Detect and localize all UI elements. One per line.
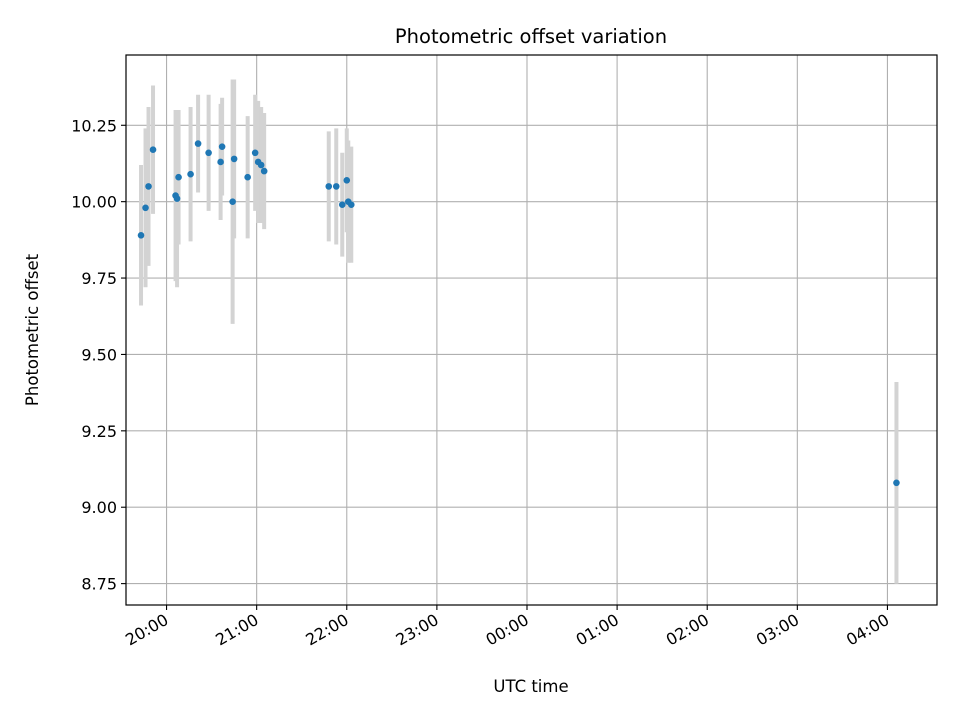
y-tick-label: 9.50 <box>81 345 117 364</box>
y-tick-label: 9.00 <box>81 498 117 517</box>
data-point <box>347 201 355 209</box>
y-axis-title: Photometric offset <box>23 253 42 406</box>
y-tick-label: 8.75 <box>81 575 117 594</box>
data-point <box>149 146 157 154</box>
data-point <box>251 149 259 157</box>
data-point <box>229 198 236 205</box>
data-point <box>194 140 202 147</box>
data-point <box>343 176 351 184</box>
data-point <box>137 231 145 239</box>
data-point <box>173 195 181 202</box>
data-point <box>338 201 346 209</box>
data-points <box>137 140 900 487</box>
data-point <box>325 183 333 190</box>
data-point <box>260 167 268 175</box>
data-point <box>893 479 900 487</box>
data-point <box>142 204 149 212</box>
grid <box>126 55 937 605</box>
data-point <box>217 158 224 166</box>
y-axis: 8.75 9.00 9.25 9.50 9.75 10.00 10.25 <box>71 116 126 594</box>
y-tick-label: 9.75 <box>81 269 117 288</box>
data-point <box>332 183 340 190</box>
plot-frame <box>125 54 938 606</box>
data-point <box>175 173 182 181</box>
data-point <box>145 183 152 190</box>
y-tick-label: 10.25 <box>71 116 117 135</box>
data-point <box>257 161 265 169</box>
data-point <box>244 173 251 181</box>
data-point <box>187 170 194 178</box>
y-tick-label: 9.25 <box>81 422 117 441</box>
chart-title: Photometric offset variation <box>395 25 667 48</box>
x-axis-title: UTC time <box>493 677 568 696</box>
data-point <box>230 155 238 163</box>
data-point <box>218 143 226 150</box>
data-point <box>205 149 212 157</box>
y-tick-label: 10.00 <box>71 193 117 212</box>
